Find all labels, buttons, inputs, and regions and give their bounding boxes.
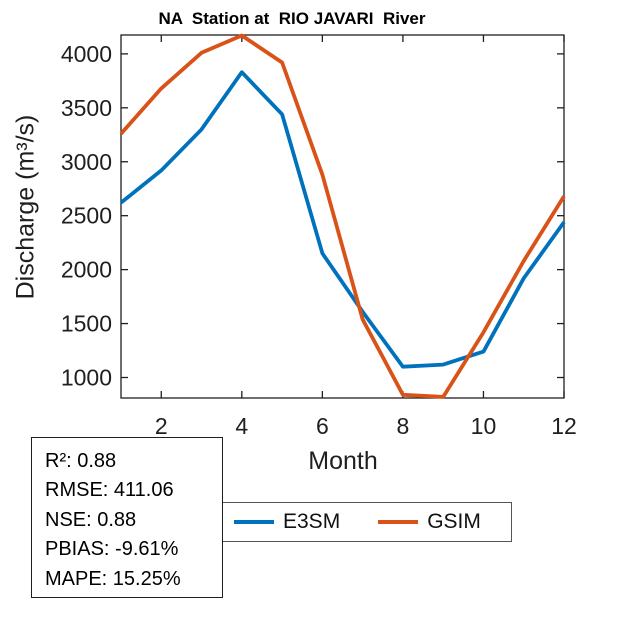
y-tick-label: 4000: [61, 41, 112, 67]
stats-box: R²: 0.88 RMSE: 411.06 NSE: 0.88 PBIAS: -9.6…: [31, 437, 223, 598]
series-line-e3sm: [119, 70, 566, 369]
stat-line-rmse: RMSE: 411.06: [45, 479, 174, 502]
e3sm-line-swatch: [234, 520, 274, 524]
x-axis-label: Month: [308, 447, 378, 475]
x-tick-label: 8: [397, 413, 410, 439]
stat-line-pbias: PBIAS: -9.61%: [45, 538, 179, 561]
legend-label: E3SM: [283, 510, 341, 533]
y-axis-label: Discharge (m³/s): [11, 114, 40, 300]
x-tick-label: 12: [551, 413, 577, 439]
legend[interactable]: E3SM GSIM: [219, 502, 512, 542]
stat-line-mape: MAPE: 15.25%: [45, 567, 181, 590]
y-tick-label: 1500: [61, 311, 112, 337]
y-tick-label: 1000: [61, 365, 112, 391]
y-tick-label: 2000: [61, 257, 112, 283]
legend-entry-e3sm[interactable]: E3SM: [220, 510, 340, 534]
gsim-line-swatch: [378, 520, 419, 524]
x-tick-label: 2: [155, 413, 168, 439]
stat-line-r2: R²: 0.88: [45, 450, 117, 472]
axis-box: [120, 34, 565, 399]
chart-title: NA Station at RIO JAVARI River: [158, 9, 426, 28]
y-tick-label: 3000: [61, 149, 112, 175]
y-tick-label: 3500: [61, 95, 112, 121]
legend-entry-gsim[interactable]: GSIM: [364, 510, 481, 534]
stat-line-nse: NSE: 0.88: [45, 508, 137, 531]
legend-label: GSIM: [427, 510, 481, 533]
y-tick-label: 2500: [61, 203, 112, 229]
x-tick-label: 10: [471, 413, 497, 439]
x-tick-label: 6: [316, 413, 329, 439]
x-tick-label: 4: [235, 413, 248, 439]
series-line-gsim: [119, 33, 566, 399]
